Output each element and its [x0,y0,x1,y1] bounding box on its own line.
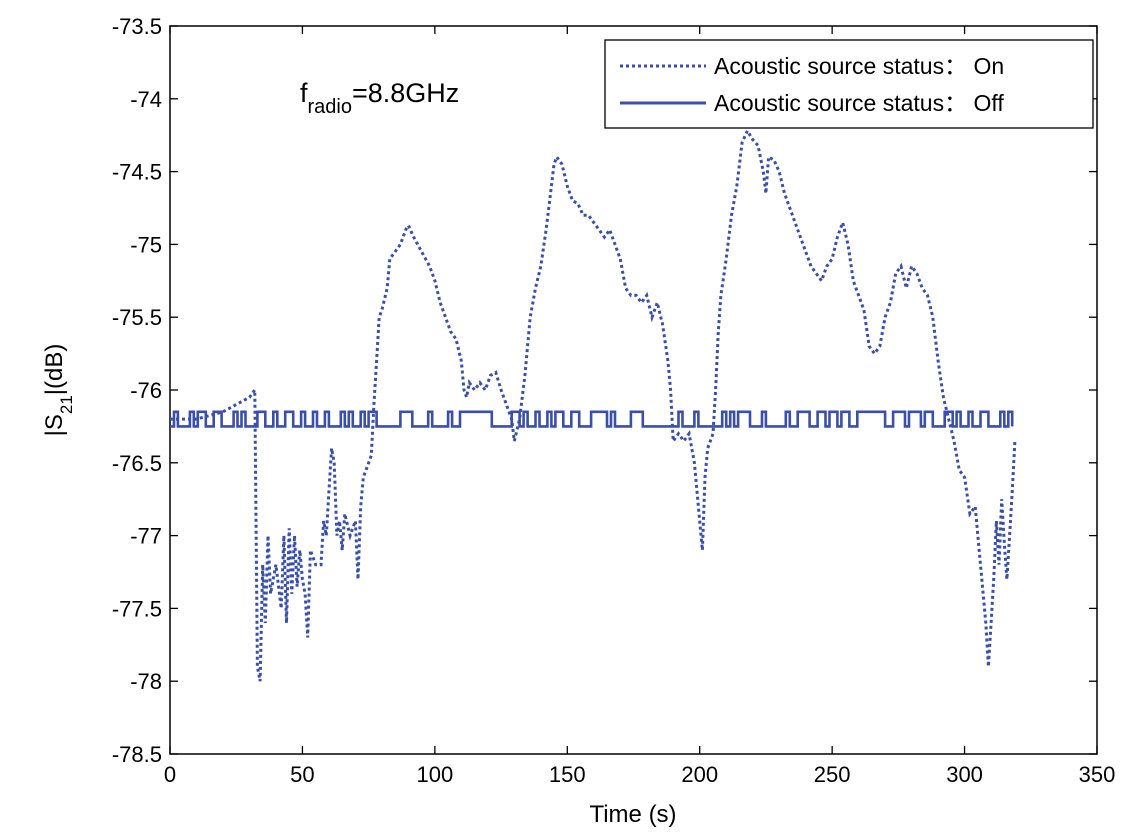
x-tick-label: 100 [416,762,453,787]
y-axis-title-main: |S [41,414,68,436]
y-tick-label: -78 [130,669,162,694]
x-tick-label: 300 [946,762,983,787]
legend-box [604,39,1094,129]
x-tick-label: 350 [1079,762,1116,787]
y-tick-label: -76.5 [112,451,162,476]
plot-area [169,25,1098,755]
x-tick-label: 250 [814,762,851,787]
y-tick-label: -75 [130,232,162,257]
y-tick-label: -74 [130,87,162,112]
annotation-symbol: f [300,78,308,108]
y-tick-label: -73.5 [112,14,162,39]
legend-label-on: Acoustic source status： On [714,53,1004,79]
annotation-value: =8.8GHz [352,78,459,108]
y-axis-title-unit: |(dB) [41,344,68,396]
y-axis-title-subscript: 21 [57,395,76,414]
x-axis-ticks: 0 50 100 150 200 250 300 350 [164,26,1115,787]
y-tick-label: -77.5 [112,596,162,621]
legend-label-off: Acoustic source status： Off [714,90,1004,116]
y-tick-label: -78.5 [112,742,162,767]
y-axis-ticks: -73.5 -74 -74.5 -75 -75.5 -76 -76.5 -77 -77.5 -78… [112,14,1097,767]
frequency-annotation: fradio=8.8GHz [300,78,459,118]
series-layer [170,127,1017,682]
annotation-subscript: radio [308,96,352,118]
x-tick-label: 150 [549,762,586,787]
y-tick-label: -77 [130,524,162,549]
series-line-on [170,127,1017,682]
y-axis-title: |S21|(dB) [41,344,76,437]
series-line-off [170,410,1014,428]
y-tick-label: -76 [130,378,162,403]
x-tick-label: 50 [290,762,314,787]
y-tick-label: -75.5 [112,305,162,330]
legend: Acoustic source status： On Acoustic sour… [604,39,1094,129]
x-tick-label: 0 [164,762,176,787]
plot-frame [169,25,1098,755]
x-tick-label: 200 [681,762,718,787]
y-tick-label: -74.5 [112,160,162,185]
x-axis-title: Time (s) [589,801,676,828]
